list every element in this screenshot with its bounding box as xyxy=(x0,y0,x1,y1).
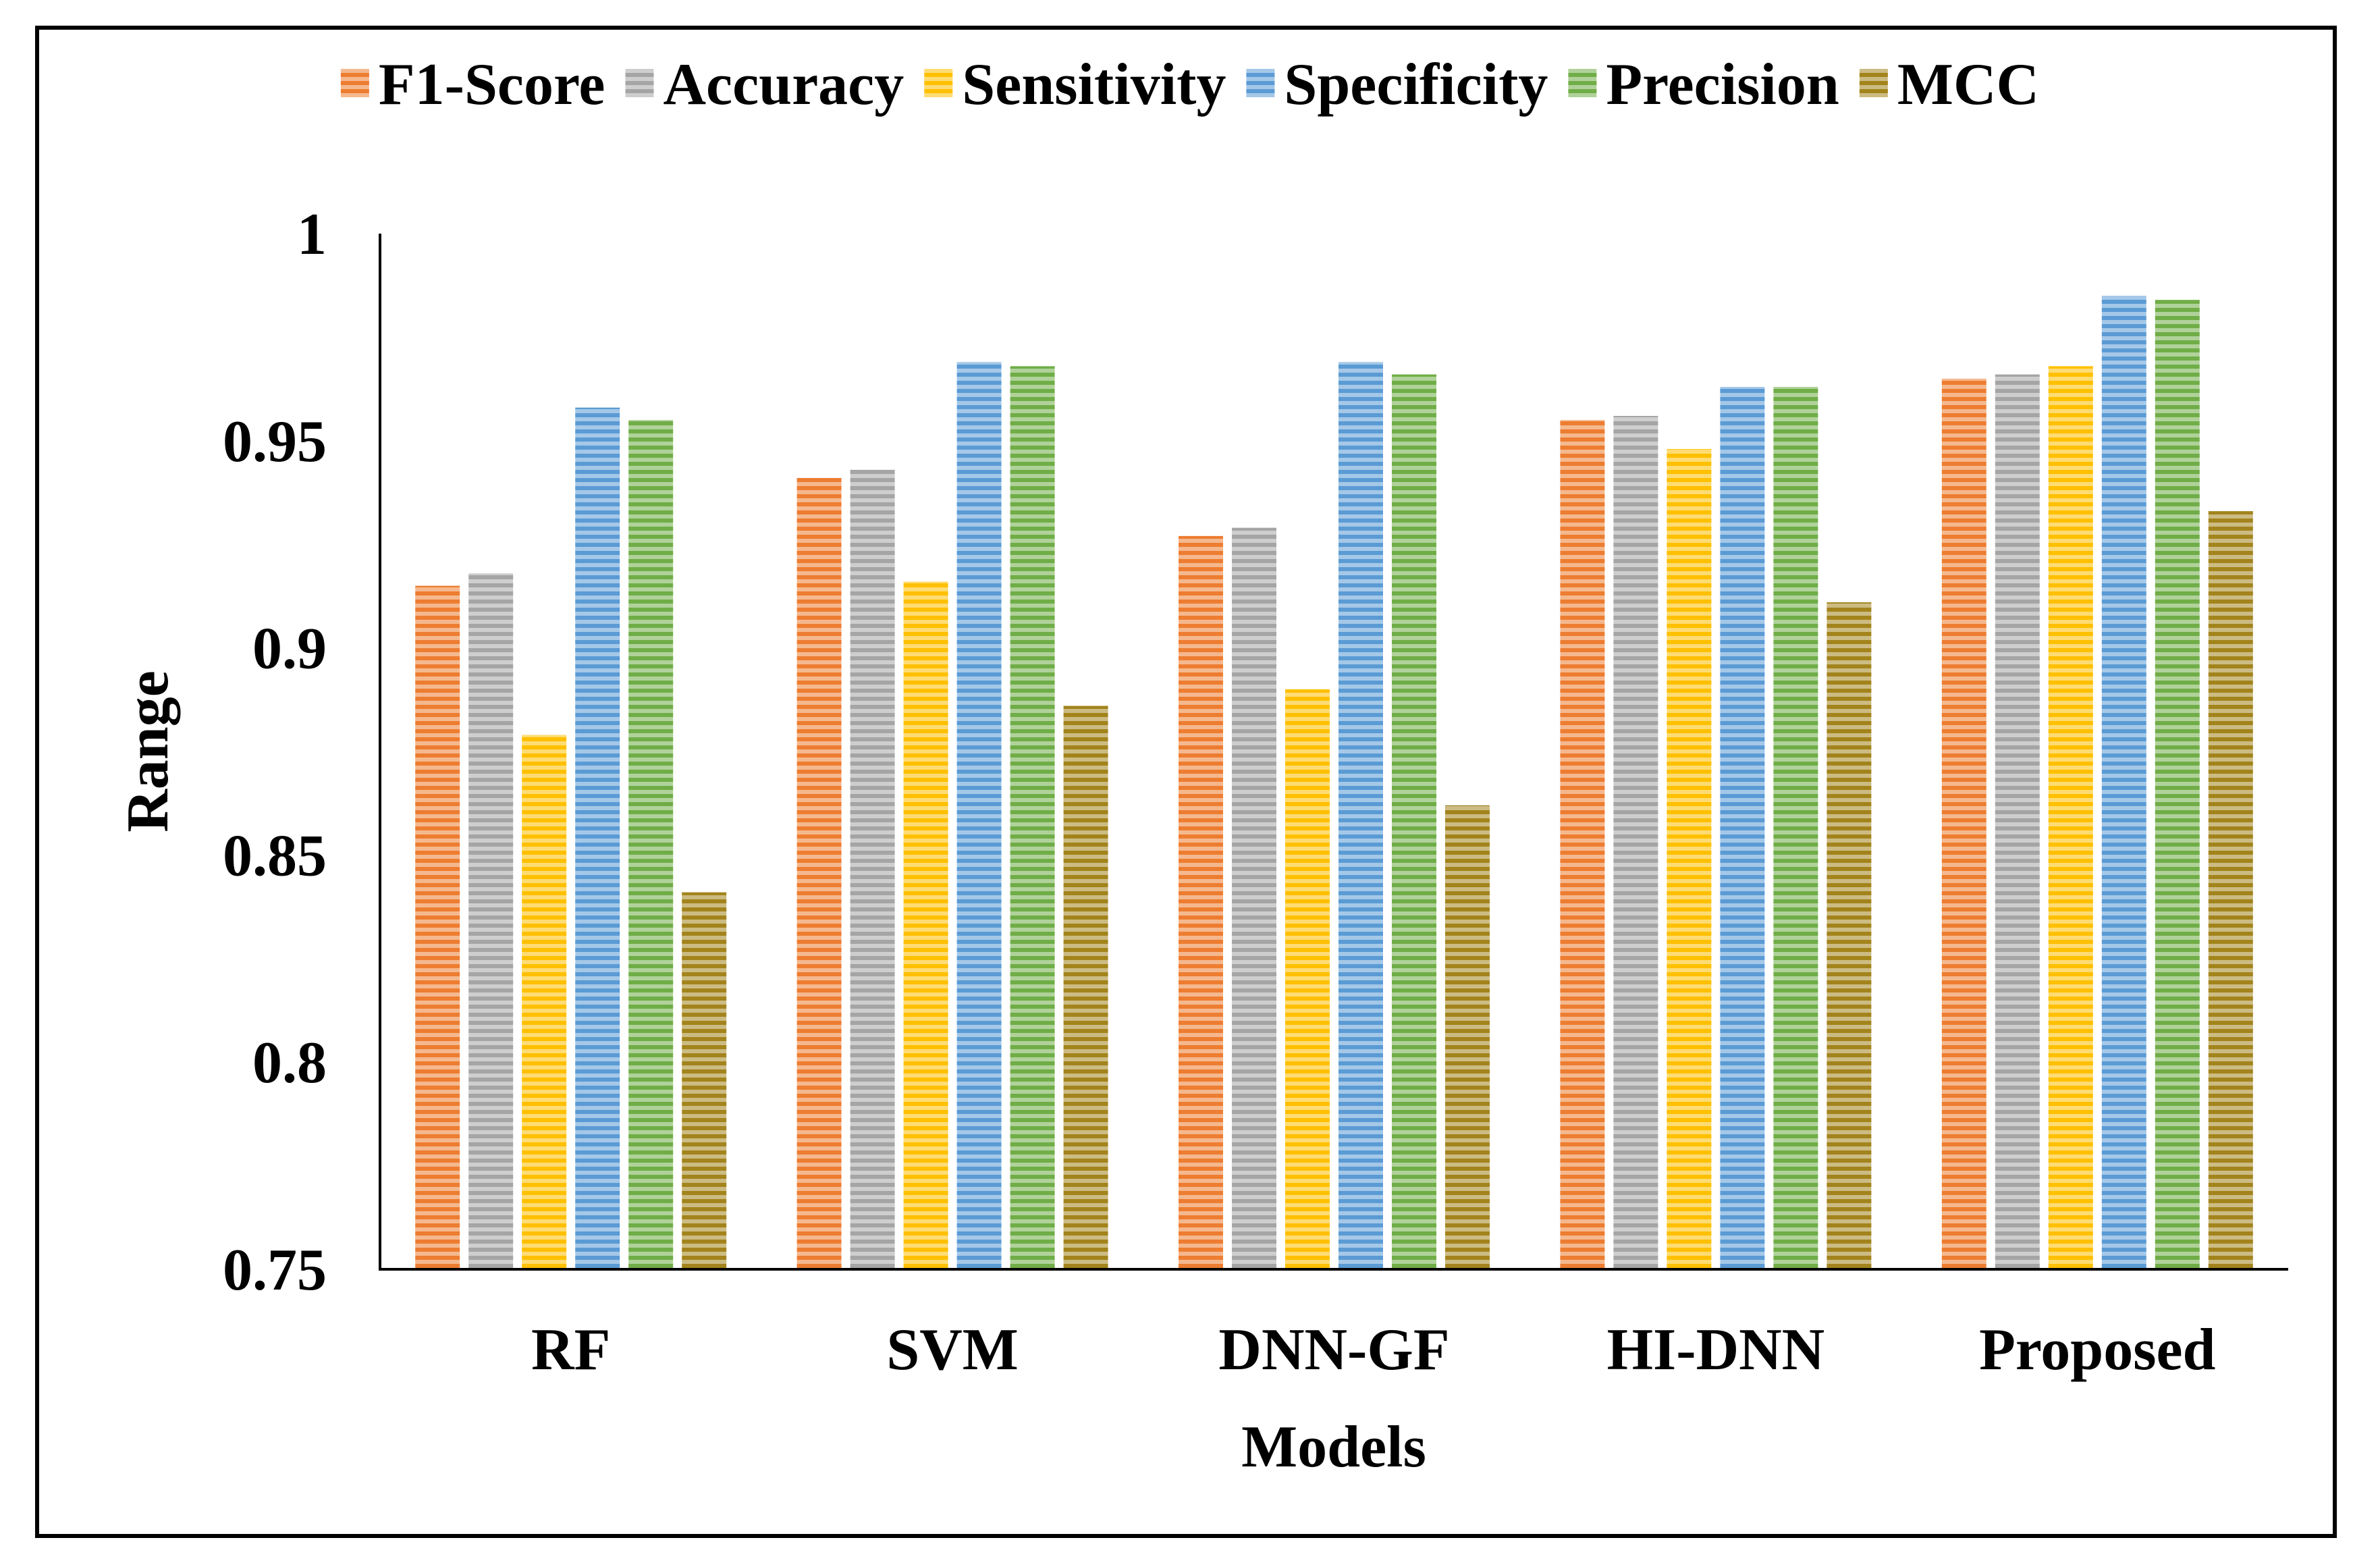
bar-specificity-rf xyxy=(575,407,620,1270)
axes xyxy=(379,234,2288,1271)
legend-item-accuracy: Accuracy xyxy=(625,52,904,117)
legend: F1-Score Accuracy Sensitivity Specificity Pr… xyxy=(340,52,2039,117)
bar-precision-rf xyxy=(628,420,674,1269)
y-axis-title: Range xyxy=(115,670,181,832)
bar-precision-svm xyxy=(1010,366,1055,1269)
bar-sensitivity-dnn-gf xyxy=(1285,689,1330,1269)
legend-label: F1-Score xyxy=(379,52,605,117)
legend-swatch xyxy=(1246,69,1275,97)
bar-f1-score-hi-dnn xyxy=(1560,420,1605,1269)
bar-accuracy-proposed xyxy=(1995,374,2040,1269)
x-tick-label: DNN-GF xyxy=(1218,1317,1449,1383)
bar-f1-score-svm xyxy=(796,478,842,1269)
y-tick-label: 0.75 xyxy=(223,1238,327,1303)
legend-swatch xyxy=(1859,69,1888,97)
bar-accuracy-dnn-gf xyxy=(1232,527,1276,1270)
bar-sensitivity-proposed xyxy=(2048,366,2093,1269)
bar-sensitivity-svm xyxy=(903,581,948,1269)
bar-sensitivity-hi-dnn xyxy=(1667,449,1712,1269)
y-tick-label: 0.85 xyxy=(223,823,327,888)
bar-precision-proposed xyxy=(2155,300,2200,1270)
bar-mcc-dnn-gf xyxy=(1445,805,1490,1269)
legend-item-specificity: Specificity xyxy=(1246,52,1548,117)
legend-swatch xyxy=(1568,69,1597,97)
bar-mcc-rf xyxy=(682,892,727,1269)
bar-mcc-proposed xyxy=(2208,511,2253,1269)
legend-item-f1-score: F1-Score xyxy=(340,52,605,117)
y-tick-label: 0.9 xyxy=(252,616,327,682)
legend-item-mcc: MCC xyxy=(1859,52,2039,117)
bar-precision-dnn-gf xyxy=(1392,374,1436,1269)
x-tick-label: RF xyxy=(531,1317,610,1383)
y-tick-labels: 0.75 0.8 0.85 0.9 0.95 1 xyxy=(223,202,327,1303)
bar-accuracy-rf xyxy=(468,573,514,1270)
legend-swatch xyxy=(924,69,953,97)
bar-f1-score-proposed xyxy=(1941,378,1986,1269)
bar-mcc-svm xyxy=(1063,706,1108,1269)
legend-swatch xyxy=(340,69,369,97)
legend-label: Precision xyxy=(1606,52,1839,117)
x-tick-label: Proposed xyxy=(1979,1317,2215,1383)
y-tick-label: 0.95 xyxy=(223,409,327,475)
bar-sensitivity-rf xyxy=(522,735,567,1269)
legend-label: Specificity xyxy=(1284,52,1548,117)
bar-specificity-dnn-gf xyxy=(1338,362,1383,1270)
legend-item-sensitivity: Sensitivity xyxy=(924,52,1226,117)
bar-f1-score-dnn-gf xyxy=(1179,535,1223,1269)
bar-specificity-proposed xyxy=(2101,296,2146,1269)
bar-specificity-svm xyxy=(956,362,1002,1270)
y-tick-label: 0.8 xyxy=(252,1030,327,1096)
legend-swatch xyxy=(625,69,654,97)
legend-label: Accuracy xyxy=(664,52,904,117)
bar-specificity-hi-dnn xyxy=(1720,387,1765,1269)
x-tick-label: HI-DNN xyxy=(1607,1317,1825,1383)
x-axis-title: Models xyxy=(1241,1414,1426,1480)
bars xyxy=(415,296,2253,1270)
legend-item-precision: Precision xyxy=(1568,52,1839,117)
x-tick-labels: RF SVM DNN-GF HI-DNN Proposed xyxy=(531,1317,2215,1383)
bar-accuracy-hi-dnn xyxy=(1613,416,1658,1269)
legend-label: Sensitivity xyxy=(962,52,1226,117)
y-tick-label: 1 xyxy=(297,202,327,267)
bar-precision-hi-dnn xyxy=(1773,387,1818,1269)
bar-mcc-hi-dnn xyxy=(1827,602,1872,1269)
bar-accuracy-svm xyxy=(850,469,895,1269)
legend-label: MCC xyxy=(1897,52,2039,117)
bar-f1-score-rf xyxy=(415,585,460,1269)
x-tick-label: SVM xyxy=(886,1317,1019,1383)
